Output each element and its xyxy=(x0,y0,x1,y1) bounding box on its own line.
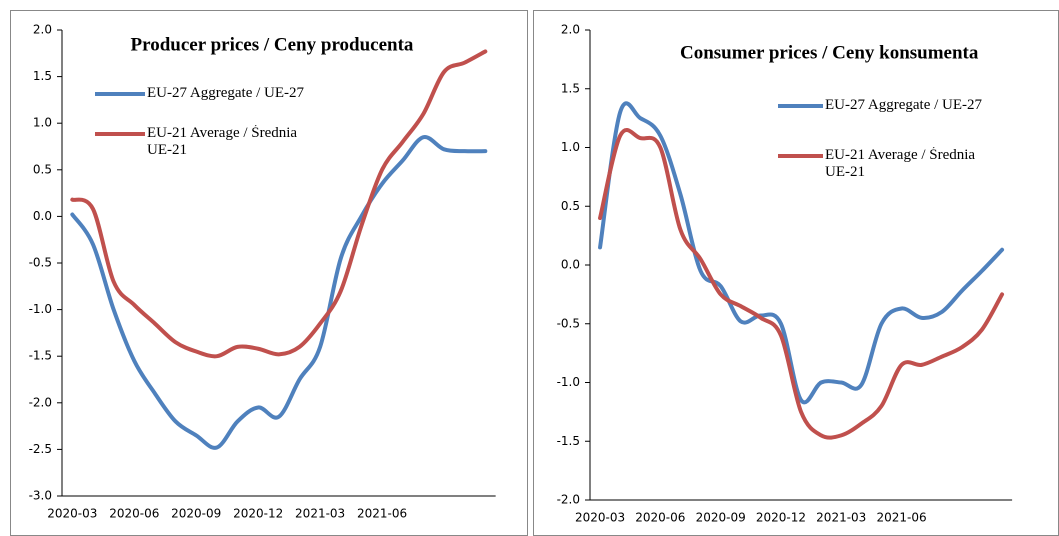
x-tick-label: 2021-06 xyxy=(357,507,407,521)
x-tick-label: 2021-03 xyxy=(295,507,345,521)
legend-item: EU-27 Aggregate / UE-27 xyxy=(825,97,983,113)
y-tick-label: -0.5 xyxy=(29,256,52,270)
x-tick-label: 2020-12 xyxy=(756,511,806,525)
y-tick-label: -2.5 xyxy=(29,442,52,456)
chart-panel: -3.0 -2.5 -2.0 -1.5 -1.0 -0.5 0.0 0.5 1.0 1.5 2.0 2… xyxy=(10,10,528,536)
legend-item: EU-21 Average / Średnia UE-21 xyxy=(825,147,976,180)
data-line xyxy=(70,49,488,359)
legend-label: EU-21 Average / Średnia UE-21 xyxy=(825,147,976,180)
chart-panel: -2.0 -1.5 -1.0 -0.5 0.0 0.5 1.0 1.5 2.0 2020-03 20… xyxy=(533,10,1059,536)
y-tick-label: -2.0 xyxy=(29,395,52,409)
chart-title: Producer prices / Ceny producenta xyxy=(131,34,414,55)
x-tick-label: 2020-03 xyxy=(47,507,97,521)
y-tick-label: 0.5 xyxy=(33,162,52,176)
y-tick-label: 1.5 xyxy=(33,69,52,83)
y-tick-label: 2.0 xyxy=(33,23,52,37)
y-tick-label: -1.5 xyxy=(557,434,580,448)
x-tick-label: 2020-09 xyxy=(696,511,746,525)
data-line xyxy=(598,128,1005,440)
y-tick-label: -2.0 xyxy=(557,493,580,507)
y-tick-label: 0.0 xyxy=(33,209,52,223)
y-tick-label: -1.5 xyxy=(29,349,52,363)
y-tick-label: 1.0 xyxy=(561,140,580,154)
x-tick-label: 2020-03 xyxy=(575,511,625,525)
y-tick-label: -1.0 xyxy=(557,375,580,389)
y-tick-label: -1.0 xyxy=(29,302,52,316)
x-tick-label: 2021-03 xyxy=(816,511,866,525)
data-line xyxy=(70,135,488,450)
y-tick-label: -3.0 xyxy=(29,489,52,503)
chart-title: Consumer prices / Ceny konsumenta xyxy=(680,42,979,63)
x-tick-label: 2020-06 xyxy=(109,507,159,521)
legend-label: EU-21 Average / Średnia UE-21 xyxy=(147,125,298,158)
y-tick-label: 1.5 xyxy=(561,81,580,95)
legend-item: EU-27 Aggregate / UE-27 xyxy=(147,85,305,101)
x-tick-label: 2020-06 xyxy=(635,511,685,525)
legend-item: EU-21 Average / Średnia UE-21 xyxy=(147,125,298,158)
x-tick-label: 2020-09 xyxy=(171,507,221,521)
y-tick-label: 0.5 xyxy=(561,199,580,213)
data-line xyxy=(598,101,1005,405)
y-tick-label: 2.0 xyxy=(561,23,580,37)
y-tick-label: 1.0 xyxy=(33,116,52,130)
legend-label: EU-27 Aggregate / UE-27 xyxy=(147,85,305,101)
legend-label: EU-27 Aggregate / UE-27 xyxy=(825,97,983,113)
y-tick-label: -0.5 xyxy=(557,316,580,330)
x-tick-label: 2020-12 xyxy=(233,507,283,521)
y-tick-label: 0.0 xyxy=(561,258,580,272)
x-tick-label: 2021-06 xyxy=(876,511,926,525)
